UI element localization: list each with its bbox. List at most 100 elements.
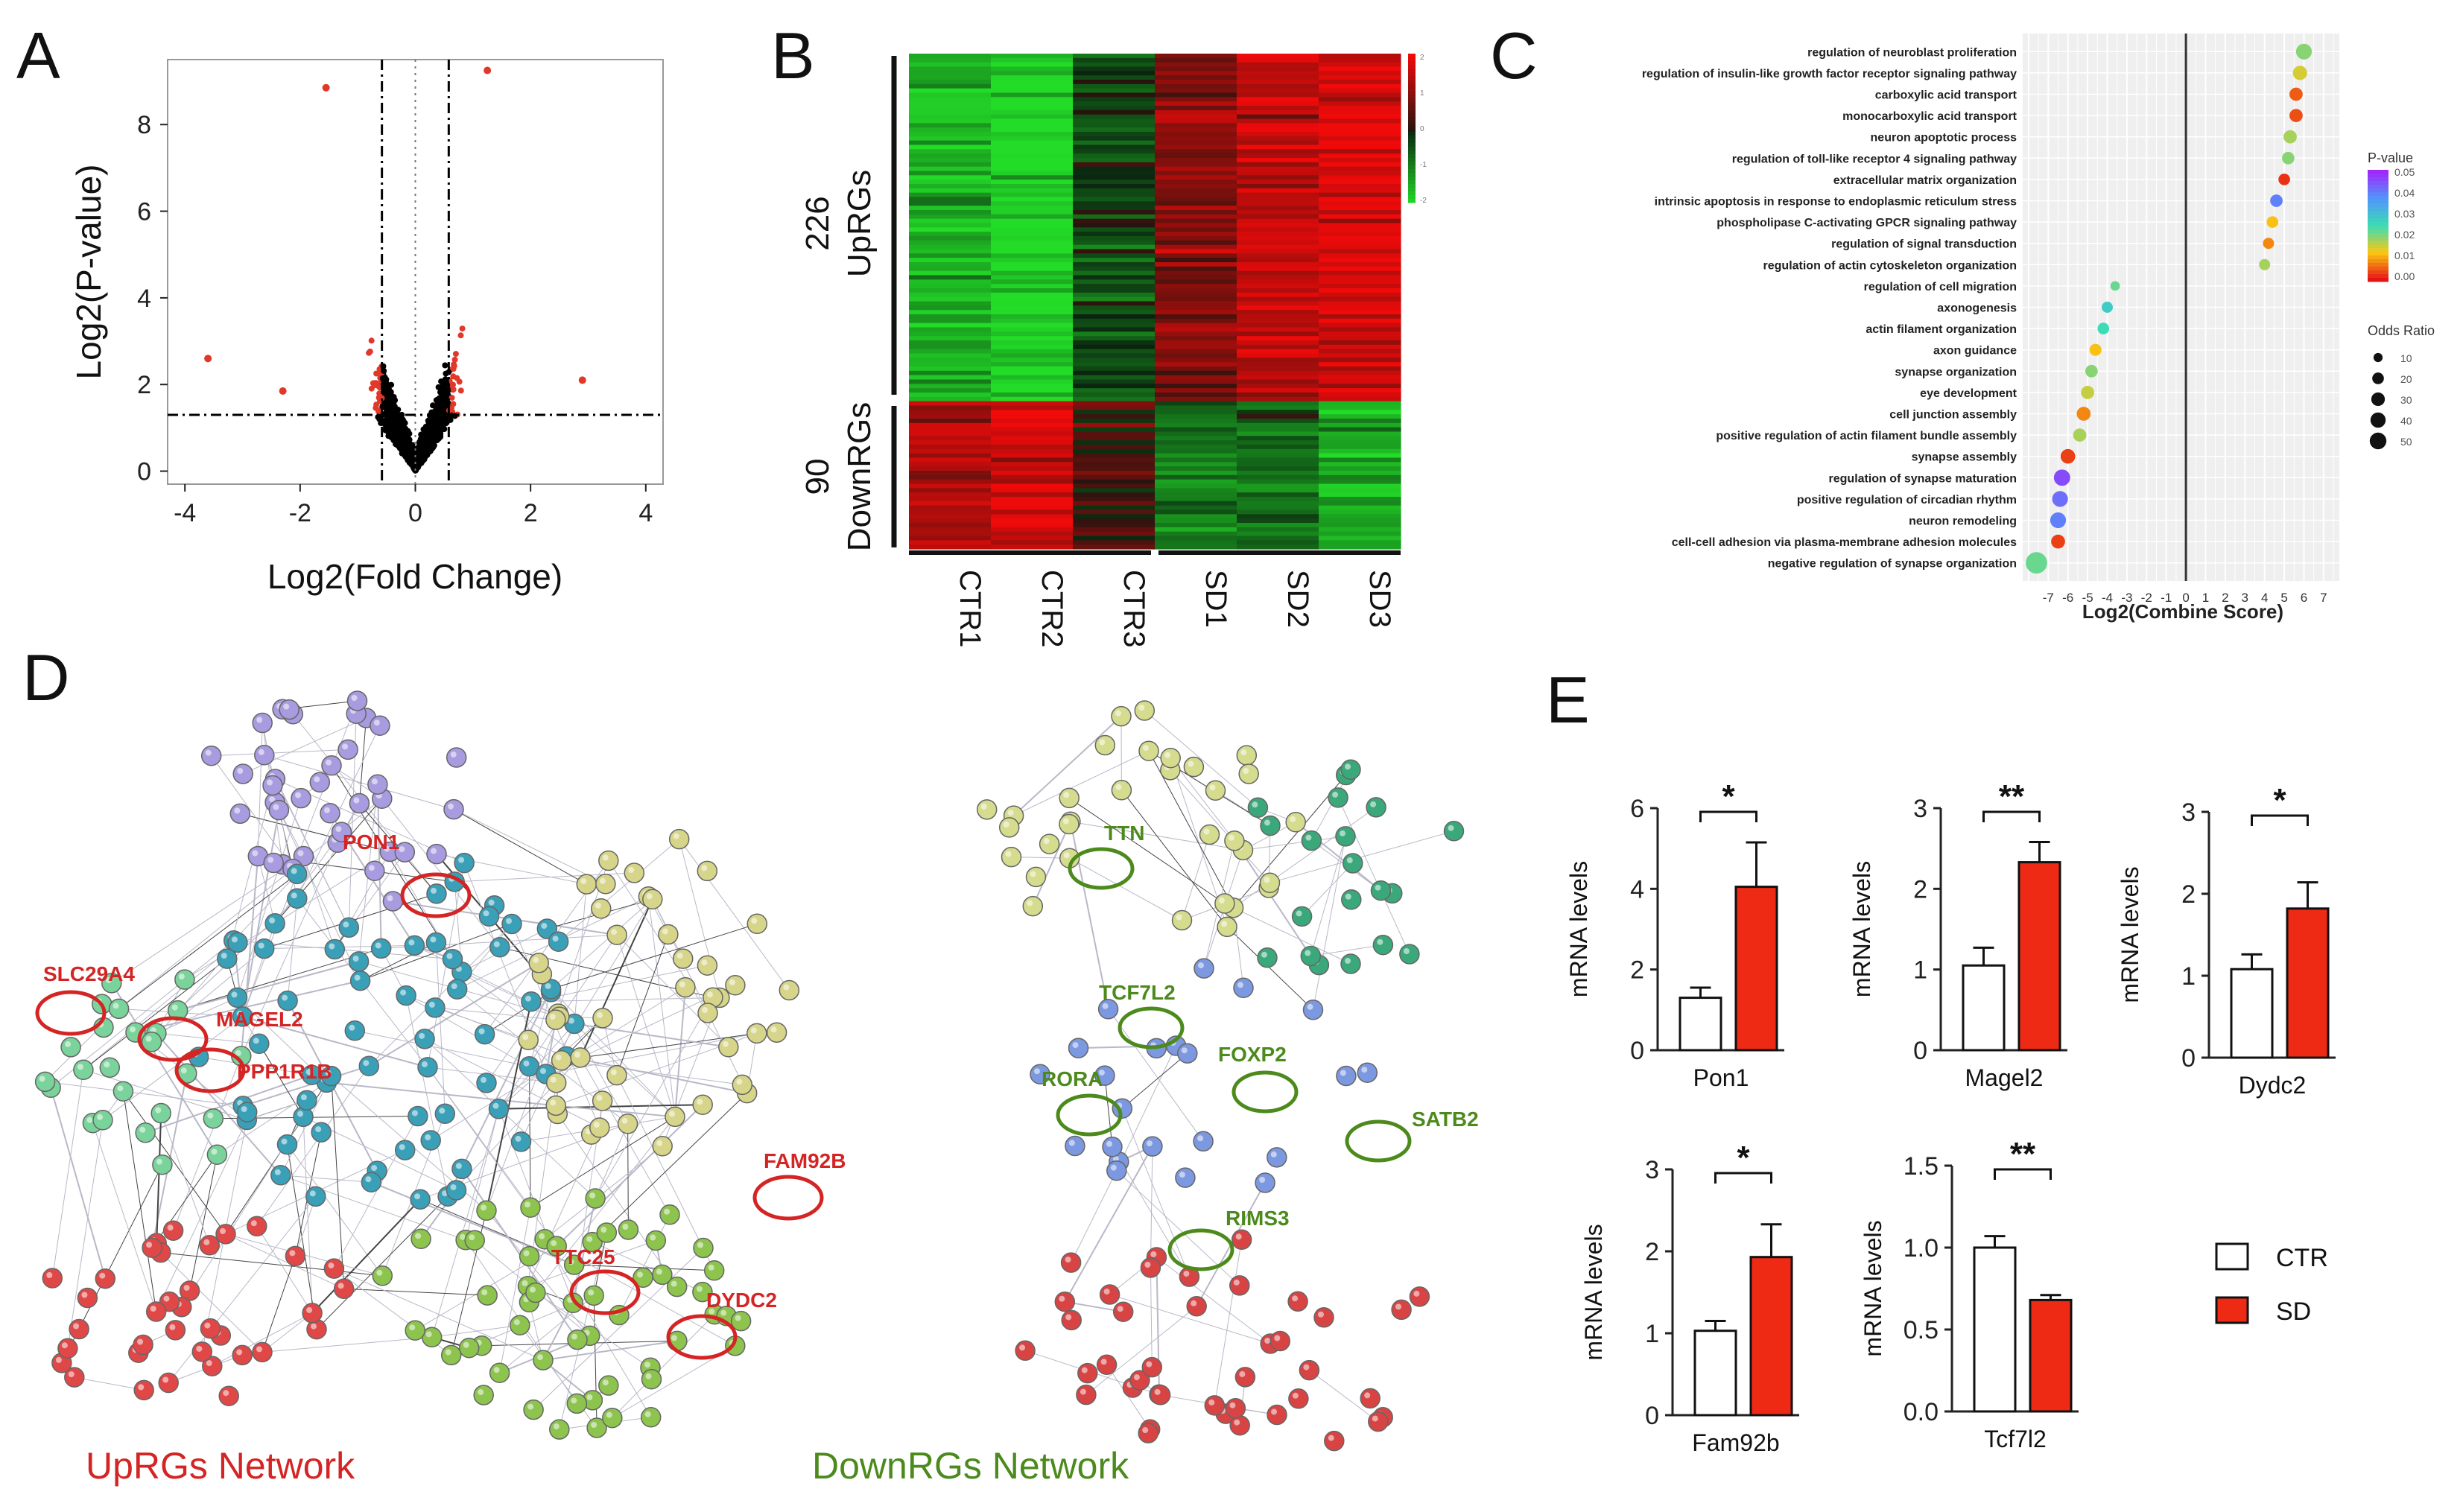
network-node-highlight xyxy=(365,1176,372,1183)
network-node xyxy=(1096,1354,1118,1376)
network-node-highlight xyxy=(1345,763,1351,770)
volcano-point xyxy=(371,382,378,389)
heatmap-cell xyxy=(1073,127,1156,133)
heatmap-cell xyxy=(1155,106,1237,111)
network-node xyxy=(425,932,447,953)
colorbar-segment xyxy=(1408,113,1416,118)
network-edge xyxy=(424,1038,596,1199)
volcano-point xyxy=(443,370,449,377)
heatmap-cell xyxy=(991,393,1074,398)
network-node xyxy=(1160,747,1181,769)
heatmap-cell xyxy=(909,136,992,142)
pvalue-legend-tick: 0.03 xyxy=(2394,208,2415,220)
network-edge xyxy=(241,810,280,1017)
network-node xyxy=(344,1020,366,1041)
network-node-highlight xyxy=(735,1315,741,1321)
network-edge xyxy=(1121,790,1228,927)
heatmap-cell xyxy=(1319,292,1401,298)
network-edge xyxy=(557,1114,678,1287)
pvalue-legend-segment xyxy=(2368,218,2388,223)
heatmap-cell xyxy=(1073,184,1156,189)
network-edge xyxy=(498,1017,603,1110)
heatmap-cell xyxy=(991,366,1074,372)
network-node-highlight xyxy=(1296,910,1302,917)
network-node xyxy=(165,1320,186,1341)
network-edge xyxy=(259,1044,304,1117)
heatmap-cell xyxy=(1319,284,1401,289)
pvalue-legend-segment xyxy=(2368,278,2388,282)
heatmap-cell xyxy=(1319,305,1401,311)
heatmap-cell xyxy=(1073,353,1156,358)
network-edge xyxy=(287,1144,383,1277)
network-node-highlight xyxy=(540,1068,546,1074)
network-node-highlight xyxy=(1133,1374,1140,1381)
heatmap-cell xyxy=(991,140,1074,146)
heatmap-cell xyxy=(1155,123,1237,128)
heatmap-cell xyxy=(1155,431,1237,436)
network-node xyxy=(591,898,612,919)
network-node xyxy=(476,1200,497,1222)
heatmap-cell xyxy=(909,462,992,467)
heatmap-cell xyxy=(1155,144,1237,150)
network-node-highlight xyxy=(533,956,539,963)
pvalue-legend-segment xyxy=(2368,263,2388,267)
qpcr-bar-ctr xyxy=(2230,968,2274,1059)
network-node xyxy=(324,938,346,960)
network-edge xyxy=(593,1232,607,1296)
heatmap-cell xyxy=(909,375,992,381)
network-node-highlight xyxy=(156,1158,162,1165)
heatmap-cell xyxy=(909,214,992,220)
qpcr-y-label: mRNA levels xyxy=(2117,866,2143,1003)
heatmap-cell xyxy=(1319,253,1401,258)
heatmap-cell xyxy=(1073,431,1156,436)
network-node xyxy=(1335,826,1356,847)
network-edge xyxy=(1170,769,1270,883)
network-node xyxy=(333,1278,355,1300)
pvalue-legend-segment xyxy=(2368,241,2388,245)
heatmap-cell xyxy=(909,466,992,471)
network-node-highlight xyxy=(1138,705,1145,711)
network-node xyxy=(434,1103,456,1125)
heatmap-cell xyxy=(1237,123,1319,128)
network-edge xyxy=(1085,1306,1197,1395)
qpcr-y-tick-label: 0.5 xyxy=(1903,1316,1939,1344)
volcano-y-tick-label: 8 xyxy=(137,111,151,139)
qpcr-y-tick-label: 4 xyxy=(1630,875,1644,903)
heatmap-cell xyxy=(1155,479,1237,485)
down-gene-label: TTN xyxy=(1104,822,1144,845)
qpcr-gene-label: Pon1 xyxy=(1693,1064,1749,1091)
heatmap-cell xyxy=(909,54,992,59)
heatmap-cell xyxy=(1319,331,1401,337)
volcano-x-tick-label: 2 xyxy=(524,499,538,527)
heatmap-cell xyxy=(991,192,1074,198)
heatmap-cell xyxy=(1155,109,1237,115)
network-node-highlight xyxy=(1115,784,1122,790)
network-node-highlight xyxy=(553,1423,560,1430)
heatmap-cell xyxy=(991,375,1074,381)
network-node-highlight xyxy=(291,892,297,899)
heatmap-cell xyxy=(909,296,992,302)
network-node-highlight xyxy=(1179,1172,1185,1178)
network-node-highlight xyxy=(589,1192,596,1198)
heatmap-cell xyxy=(1237,379,1319,384)
go-x-tick-label: 0 xyxy=(2182,591,2189,605)
network-edge xyxy=(316,1195,448,1330)
network-node-highlight xyxy=(234,807,241,814)
network-node-highlight xyxy=(637,1271,643,1278)
network-node-highlight xyxy=(1164,752,1171,758)
heatmap-cell xyxy=(1237,109,1319,115)
network-edge xyxy=(1064,1146,1153,1303)
colorbar-segment xyxy=(1408,154,1416,159)
heatmap-cell xyxy=(1073,301,1156,306)
network-node-highlight xyxy=(399,846,405,853)
network-edge xyxy=(1309,1370,1379,1423)
network-node xyxy=(349,792,370,814)
network-node-highlight xyxy=(750,1027,757,1034)
heatmap-cell xyxy=(909,531,992,537)
network-node-highlight xyxy=(529,1286,536,1293)
heatmap-column-label: SD2 xyxy=(1281,570,1314,628)
network-edge xyxy=(110,982,218,1155)
network-node xyxy=(617,1114,638,1134)
heatmap-cell xyxy=(991,349,1074,355)
network-node xyxy=(1299,1359,1320,1381)
